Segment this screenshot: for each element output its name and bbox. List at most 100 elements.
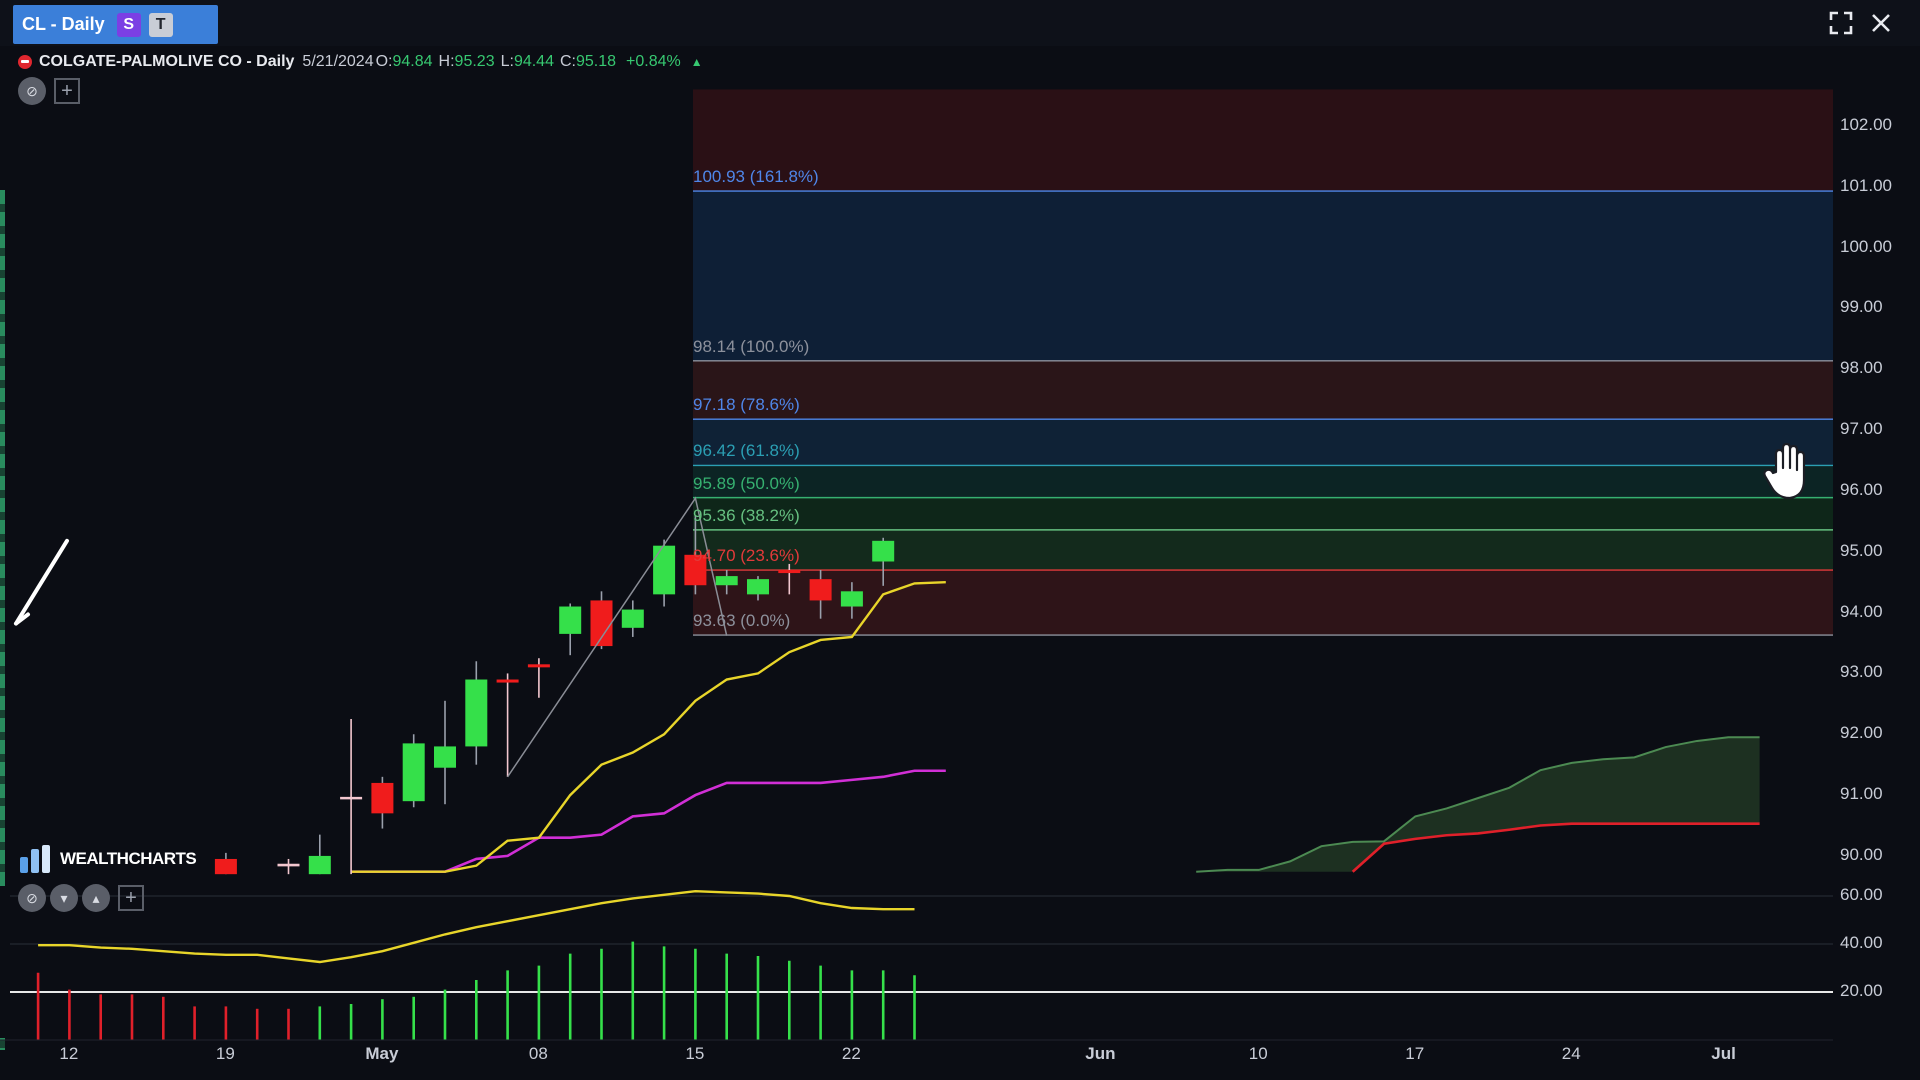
- fib-label-6: 94.70 (23.6%): [693, 546, 800, 566]
- candle-body-2: [308, 855, 331, 875]
- tab-badge-s[interactable]: S: [116, 12, 141, 37]
- price-tick-label: 100.00: [1840, 236, 1892, 256]
- yellow-line: [351, 580, 946, 873]
- tab-title: CL - Daily: [22, 14, 105, 34]
- logo-text: WEALTHCHARTS: [60, 849, 197, 868]
- legend-open-label: O:: [375, 53, 393, 70]
- candle-body-8: [496, 679, 519, 683]
- time-tick-label: May: [365, 1044, 399, 1063]
- candle-12: [621, 600, 644, 637]
- candle-body-15: [715, 576, 738, 586]
- move-down-icon[interactable]: ▾: [50, 884, 78, 912]
- expand-icon[interactable]: [1827, 9, 1855, 37]
- price-tick-label: 102.00: [1840, 114, 1892, 134]
- hide-pane-icon[interactable]: ⊘: [18, 77, 46, 105]
- candle-body-13: [653, 545, 676, 595]
- candle-body-7: [465, 679, 488, 747]
- legend-low-value: 94.44: [513, 53, 554, 70]
- legend-high-label: H:: [438, 53, 455, 70]
- osc-line: [38, 889, 915, 964]
- candle-body-16: [747, 579, 769, 595]
- fib-zone-4: [693, 465, 1833, 498]
- indicator-tick-label: 40.00: [1840, 933, 1883, 952]
- close-icon[interactable]: [1867, 9, 1895, 37]
- fib-zones: [693, 89, 1833, 636]
- tab-badge-t[interactable]: T: [148, 12, 173, 37]
- fib-zone-3: [693, 419, 1833, 466]
- fib-label-3: 96.42 (61.8%): [693, 441, 800, 461]
- indicator-tick-label: 60.00: [1840, 885, 1883, 904]
- fib-zone-2: [693, 360, 1833, 420]
- candle-body-0: [214, 858, 237, 875]
- cloud-span-b: [1351, 822, 1760, 873]
- candle-body-19: [840, 591, 863, 607]
- candle-7: [465, 661, 488, 765]
- fib-label-2: 97.18 (78.6%): [693, 395, 800, 415]
- oscillator-pane: [0, 886, 1833, 1041]
- price-tick-label: 92.00: [1840, 723, 1883, 743]
- drawings: [14, 496, 728, 778]
- candle-body-6: [434, 746, 456, 768]
- cloud-fill: [1196, 737, 1760, 872]
- time-tick-label: 12: [59, 1044, 79, 1063]
- fib-label-4: 95.89 (50.0%): [693, 473, 800, 493]
- candle-18: [809, 570, 832, 619]
- time-tick-label: 15: [685, 1044, 705, 1063]
- legend-open-value: 94.84: [392, 53, 433, 70]
- legend-high-value: 95.23: [454, 53, 495, 70]
- hand-cursor-icon: [1763, 442, 1806, 500]
- time-tick-label: Jul: [1711, 1044, 1736, 1063]
- candle-13: [653, 539, 676, 607]
- candle-6: [434, 700, 456, 805]
- main-pane-controls: ⊘ +: [18, 77, 80, 105]
- candle-body-4: [371, 782, 394, 814]
- candle-15: [715, 570, 738, 595]
- left-edge-strip: [0, 190, 5, 1050]
- candle-body-5: [402, 743, 425, 802]
- add-pane-icon[interactable]: +: [54, 78, 80, 104]
- fib-label-7: 93.63 (0.0%): [693, 611, 791, 631]
- candle-body-17: [778, 570, 801, 574]
- price-tick-label: 98.00: [1840, 358, 1883, 378]
- price-tick-label: 91.00: [1840, 784, 1883, 804]
- candle-5: [402, 734, 425, 808]
- up-triangle-icon: ▲: [690, 55, 703, 69]
- indicator-pane-controls: ⊘ ▾ ▴ +: [18, 884, 144, 912]
- time-tick-label: 24: [1561, 1044, 1581, 1063]
- chart-canvas[interactable]: [0, 46, 1920, 1080]
- wealthcharts-logo-icon: [20, 845, 50, 873]
- fib-zone-5: [693, 497, 1833, 530]
- candle-20: [872, 537, 895, 586]
- fib-zone-0: [693, 89, 1833, 192]
- trend-line: [506, 496, 728, 778]
- time-tick-label: 17: [1405, 1044, 1425, 1063]
- legend-low-label: L:: [500, 53, 514, 70]
- price-tick-label: 90.00: [1840, 844, 1883, 864]
- symbol-logo-icon: [18, 55, 32, 69]
- price-tick-label: 96.00: [1840, 479, 1883, 499]
- chart-tab[interactable]: CL - Daily S T: [13, 5, 218, 44]
- time-tick-label: Jun: [1085, 1044, 1116, 1063]
- price-tick-label: 99.00: [1840, 297, 1883, 317]
- move-up-icon[interactable]: ▴: [82, 884, 110, 912]
- time-tick-label: 22: [841, 1044, 861, 1063]
- add-indicator-icon[interactable]: +: [118, 885, 144, 911]
- indicator-lines: [351, 580, 946, 874]
- drawing-stroke: [14, 538, 69, 626]
- oscillator-bg: [0, 886, 1833, 1038]
- cloud-span-a: [1196, 736, 1760, 873]
- fib-zone-7: [693, 570, 1833, 636]
- candle-3: [340, 719, 363, 875]
- price-tick-label: 94.00: [1840, 601, 1883, 621]
- indicator-tick-label: 20.00: [1840, 981, 1883, 1000]
- candle-body-12: [621, 609, 644, 628]
- candle-16: [747, 576, 769, 601]
- legend-close-value: 95.18: [575, 53, 617, 70]
- top-bar: CL - Daily S T: [0, 0, 1920, 46]
- hide-indicator-icon[interactable]: ⊘: [18, 884, 46, 912]
- candle-19: [840, 582, 863, 619]
- candle-body-10: [559, 606, 582, 634]
- candle-8: [496, 673, 519, 777]
- ichimoku-cloud: [1196, 736, 1760, 873]
